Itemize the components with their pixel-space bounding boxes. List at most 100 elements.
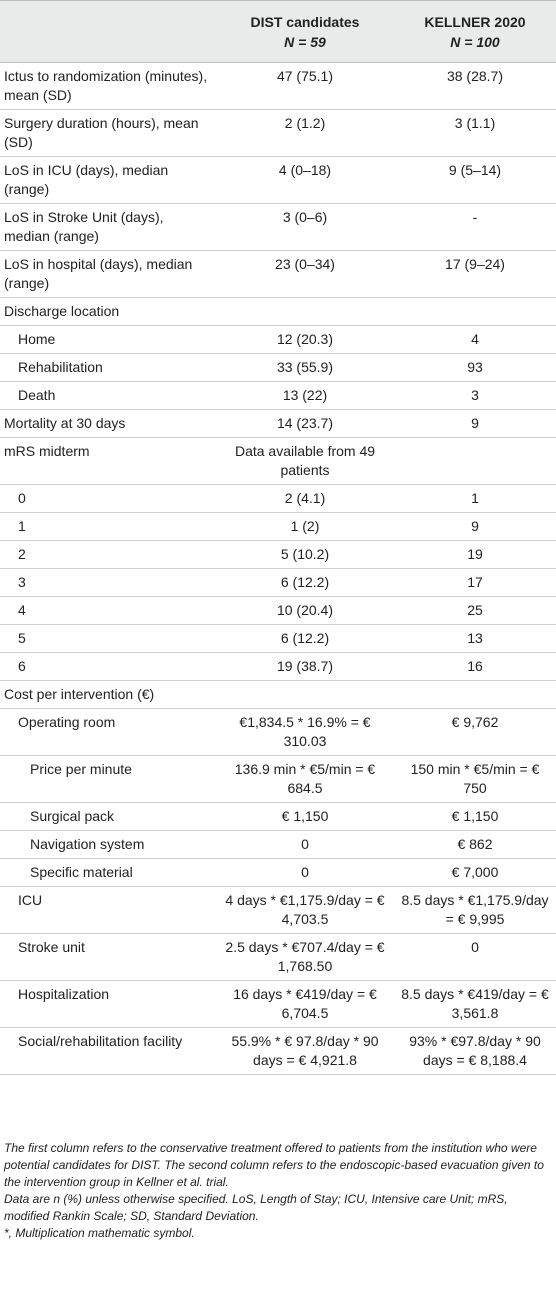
kellner-value: 3: [394, 381, 556, 410]
dist-value: 2.5 days * €707.4/day = € 1,768.50: [216, 933, 394, 981]
table-row: Surgical pack € 1,150 € 1,150: [0, 802, 556, 831]
dist-value: [216, 297, 394, 326]
row-label: Price per minute: [0, 755, 216, 803]
row-label: mRS midterm: [0, 437, 216, 485]
row-label: Social/rehabilitation facility: [0, 1027, 216, 1075]
dist-value: 2 (1.2): [216, 109, 394, 157]
kellner-value: 9 (5–14): [394, 156, 556, 204]
row-label: Ictus to randomization (minutes), mean (…: [0, 62, 216, 110]
table-row: Ictus to randomization (minutes), mean (…: [0, 62, 556, 110]
table-row: Hospitalization 16 days * €419/day = € 6,…: [0, 980, 556, 1028]
dist-value: € 1,150: [216, 802, 394, 831]
dist-value: 5 (10.2): [216, 540, 394, 569]
header-kellner-n: N = 100: [450, 33, 500, 50]
table-row: Price per minute 136.9 min * €5/min = € 6…: [0, 755, 556, 803]
dist-value: 19 (38.7): [216, 652, 394, 681]
kellner-value: -: [394, 203, 556, 251]
kellner-value: 9: [394, 409, 556, 438]
dist-value: 33 (55.9): [216, 353, 394, 382]
kellner-value: 1: [394, 484, 556, 513]
table-row: Social/rehabilitation facility 55.9% * € …: [0, 1027, 556, 1075]
table-row: Navigation system 0 € 862: [0, 830, 556, 859]
row-label: Discharge location: [0, 297, 216, 326]
kellner-value: [394, 680, 556, 709]
row-label: Surgical pack: [0, 802, 216, 831]
header-dist-candidates: DIST candidates N = 59: [216, 0, 394, 63]
comparison-table: DIST candidates N = 59 KELLNER 2020 N = …: [0, 0, 556, 1075]
kellner-value: 19: [394, 540, 556, 569]
dist-value: 2 (4.1): [216, 484, 394, 513]
footnote-2: Data are n (%) unless otherwise specifie…: [4, 1192, 508, 1223]
header-kellner-title: KELLNER 2020: [424, 13, 526, 30]
row-label: Death: [0, 381, 216, 410]
row-label: LoS in hospital (days), median (range): [0, 250, 216, 298]
table-row: Surgery duration (hours), mean (SD) 2 (1.…: [0, 109, 556, 157]
table-row: Discharge location: [0, 297, 556, 326]
header-empty-cell: [0, 0, 216, 63]
dist-value: 0: [216, 858, 394, 887]
dist-value: 1 (2): [216, 512, 394, 541]
kellner-value: 0: [394, 933, 556, 981]
table-row: LoS in Stroke Unit (days), median (range…: [0, 203, 556, 251]
dist-value: 14 (23.7): [216, 409, 394, 438]
dist-value: 3 (0–6): [216, 203, 394, 251]
kellner-value: 13: [394, 624, 556, 653]
dist-value: Data available from 49 patients: [216, 437, 394, 485]
row-label: LoS in ICU (days), median (range): [0, 156, 216, 204]
table-row: Rehabilitation 33 (55.9) 93: [0, 353, 556, 382]
kellner-value: 93% * €97.8/day * 90 days = € 8,188.4: [394, 1027, 556, 1075]
row-label: Navigation system: [0, 830, 216, 859]
table-row: Specific material 0 € 7,000: [0, 858, 556, 887]
row-label: 0: [0, 484, 216, 513]
row-label: Operating room: [0, 708, 216, 756]
table-row: 4 10 (20.4) 25: [0, 596, 556, 625]
dist-value: 4 days * €1,175.9/day = € 4,703.5: [216, 886, 394, 934]
table-row: Death 13 (22) 3: [0, 381, 556, 410]
table-row: Mortality at 30 days 14 (23.7) 9: [0, 409, 556, 438]
dist-value: 12 (20.3): [216, 325, 394, 354]
row-label: Stroke unit: [0, 933, 216, 981]
dist-value: 4 (0–18): [216, 156, 394, 204]
table-row: ICU 4 days * €1,175.9/day = € 4,703.5 8.5 …: [0, 886, 556, 934]
dist-value: [216, 680, 394, 709]
kellner-value: € 862: [394, 830, 556, 859]
dist-value: 10 (20.4): [216, 596, 394, 625]
dist-value: 13 (22): [216, 381, 394, 410]
table-body: Ictus to randomization (minutes), mean (…: [0, 62, 556, 1075]
kellner-value: [394, 437, 556, 485]
footnote-1: The first column refers to the conservat…: [4, 1141, 544, 1189]
dist-value: 6 (12.2): [216, 624, 394, 653]
row-label: Cost per intervention (€): [0, 680, 216, 709]
kellner-value: 9: [394, 512, 556, 541]
dist-value: 16 days * €419/day = € 6,704.5: [216, 980, 394, 1028]
header-dist-title: DIST candidates: [250, 13, 360, 30]
row-label: 6: [0, 652, 216, 681]
table-row: Cost per intervention (€): [0, 680, 556, 709]
table-row: Stroke unit 2.5 days * €707.4/day = € 1,7…: [0, 933, 556, 981]
kellner-value: 8.5 days * €419/day = € 3,561.8: [394, 980, 556, 1028]
kellner-value: 150 min * €5/min = € 750: [394, 755, 556, 803]
row-label: Home: [0, 325, 216, 354]
row-label: 3: [0, 568, 216, 597]
dist-value: 0: [216, 830, 394, 859]
row-label: 5: [0, 624, 216, 653]
row-label: Specific material: [0, 858, 216, 887]
dist-value: 23 (0–34): [216, 250, 394, 298]
kellner-value: 93: [394, 353, 556, 382]
kellner-value: € 1,150: [394, 802, 556, 831]
kellner-value: € 9,762: [394, 708, 556, 756]
kellner-value: 3 (1.1): [394, 109, 556, 157]
kellner-value: 38 (28.7): [394, 62, 556, 110]
kellner-value: € 7,000: [394, 858, 556, 887]
row-label: 4: [0, 596, 216, 625]
table-row: mRS midterm Data available from 49 patien…: [0, 437, 556, 485]
row-label: Surgery duration (hours), mean (SD): [0, 109, 216, 157]
footnote-3: *, Multiplication mathematic symbol.: [4, 1226, 195, 1240]
table-footnotes: The first column refers to the conservat…: [4, 1140, 552, 1242]
kellner-value: 8.5 days * €1,175.9/day = € 9,995: [394, 886, 556, 934]
